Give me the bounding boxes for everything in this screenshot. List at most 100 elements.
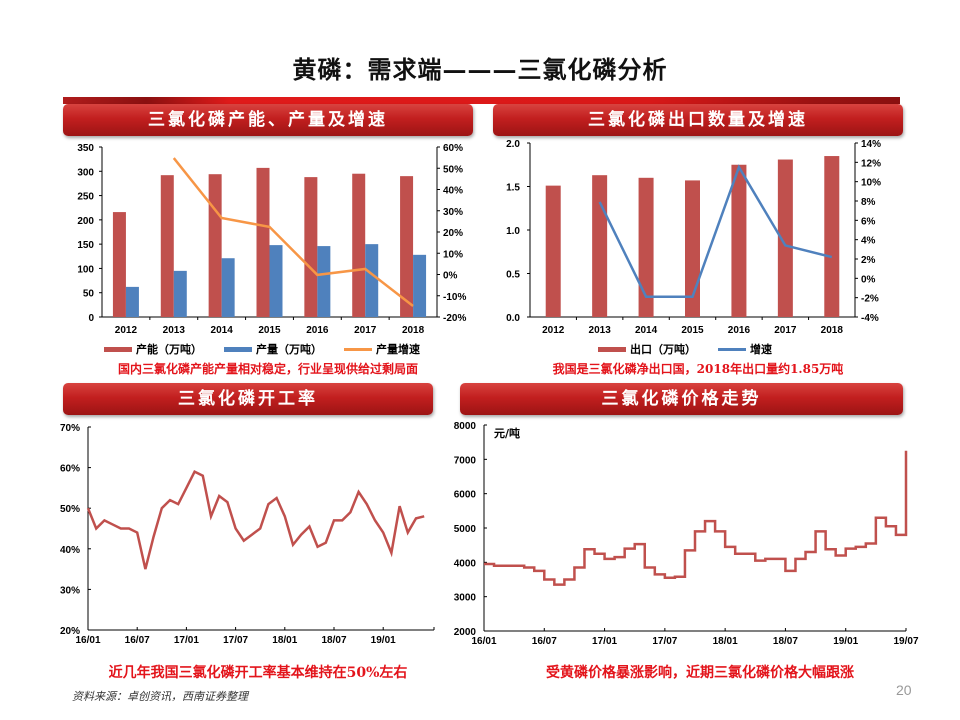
svg-text:16/01: 16/01 [471,636,496,647]
svg-text:10%: 10% [861,178,881,189]
svg-text:2018: 2018 [821,325,844,336]
legend-growth: 产量增速 [344,341,420,357]
banner-price: 三氯化磷价格走势 [460,383,903,415]
legend-label: 出口（万吨） [630,343,696,356]
svg-text:2014: 2014 [211,325,234,336]
operating-rate-caption: 近几年我国三氯化磷开工率基本维持在50%左右 [108,665,408,681]
svg-text:18/07: 18/07 [773,636,798,647]
svg-text:14%: 14% [861,139,881,150]
svg-text:200: 200 [77,216,94,227]
legend-export-growth: 增速 [718,341,772,357]
svg-text:5000: 5000 [454,524,477,535]
svg-text:50%: 50% [443,164,463,175]
svg-text:20%: 20% [60,626,80,637]
page-title: 黄磷：需求端———三氯化磷分析 [292,55,668,84]
svg-text:300: 300 [77,167,94,178]
banner-export: 三氯化磷出口数量及增速 [493,104,903,136]
svg-text:18/01: 18/01 [272,635,297,646]
legend-label: 产能（万吨） [136,343,202,356]
svg-text:16/07: 16/07 [532,636,557,647]
capacity-output-chart: 0 50 100 150 200 250 300 350 -20% -10% 0% 10% 20% 30%… [77,143,466,336]
svg-text:17/01: 17/01 [174,635,199,646]
svg-text:0.0: 0.0 [506,313,520,324]
svg-text:2013: 2013 [163,325,186,336]
export-chart-legend: 出口（万吨） 增速 [598,341,772,357]
svg-text:-2%: -2% [861,294,879,305]
svg-text:60%: 60% [60,464,80,475]
svg-text:16/01: 16/01 [75,635,100,646]
svg-text:50: 50 [83,289,95,300]
svg-text:0%: 0% [443,271,458,282]
svg-text:12%: 12% [861,158,881,169]
svg-text:2015: 2015 [258,325,281,336]
svg-text:2.0: 2.0 [506,139,520,150]
svg-text:8%: 8% [861,197,876,208]
svg-text:-10%: -10% [443,292,466,303]
legend-output: 产量（万吨） [224,341,322,357]
legend-label: 增速 [750,343,772,356]
svg-text:2016: 2016 [728,325,751,336]
svg-text:50%: 50% [60,504,80,515]
svg-text:16/07: 16/07 [125,635,150,646]
svg-text:2017: 2017 [354,325,377,336]
svg-text:0%: 0% [861,274,876,285]
banner-capacity: 三氯化磷产能、产量及增速 [63,104,473,136]
svg-text:2012: 2012 [542,325,565,336]
svg-text:3000: 3000 [454,593,477,604]
legend-swatch-blue [224,346,252,352]
legend-capacity: 产能（万吨） [104,341,202,357]
svg-text:18/01: 18/01 [713,636,738,647]
svg-text:6000: 6000 [454,490,477,501]
svg-text:2018: 2018 [402,325,425,336]
svg-text:19/01: 19/01 [833,636,858,647]
svg-text:20%: 20% [443,228,463,239]
svg-text:4000: 4000 [454,558,477,569]
svg-text:40%: 40% [443,186,463,197]
export-caption: 我国是三氯化磷净出口国，2018年出口量约1.85万吨 [552,362,844,376]
svg-text:-4%: -4% [861,313,879,324]
svg-text:-20%: -20% [443,313,466,324]
legend-export: 出口（万吨） [598,341,696,357]
svg-text:2016: 2016 [306,325,329,336]
capacity-chart-legend: 产能（万吨） 产量（万吨） 产量增速 [104,341,420,357]
svg-text:17/07: 17/07 [652,636,677,647]
legend-swatch-red [104,346,132,352]
legend-swatch-blue [718,347,746,351]
source-note: 资料来源：卓创资讯，西南证券整理 [72,690,248,703]
svg-text:100: 100 [77,264,94,275]
svg-text:17/07: 17/07 [223,635,248,646]
legend-label: 产量增速 [376,343,420,356]
svg-text:1.0: 1.0 [506,226,520,237]
svg-text:10%: 10% [443,249,463,260]
svg-text:2000: 2000 [454,627,477,638]
svg-text:0.5: 0.5 [506,270,520,281]
svg-text:30%: 30% [443,207,463,218]
svg-text:8000: 8000 [454,421,477,432]
header-stripe [63,97,900,104]
svg-text:150: 150 [77,240,94,251]
price-caption: 受黄磷价格暴涨影响，近期三氯化磷价格大幅跟涨 [546,665,854,681]
legend-swatch-orange [344,347,372,351]
svg-text:30%: 30% [60,585,80,596]
price-unit-label: 元/吨 [494,426,520,440]
svg-text:2%: 2% [861,255,876,266]
svg-text:2013: 2013 [589,325,612,336]
svg-text:2017: 2017 [774,325,797,336]
page-number: 20 [896,682,912,698]
svg-text:17/01: 17/01 [592,636,617,647]
svg-text:2012: 2012 [115,325,138,336]
svg-text:2014: 2014 [635,325,658,336]
svg-text:7000: 7000 [454,455,477,466]
legend-label: 产量（万吨） [256,343,322,356]
svg-text:40%: 40% [60,545,80,556]
svg-text:70%: 70% [60,423,80,434]
svg-text:18/07: 18/07 [321,635,346,646]
svg-text:1.5: 1.5 [506,183,520,194]
svg-text:60%: 60% [443,143,463,154]
svg-text:0: 0 [88,313,94,324]
svg-text:19/07: 19/07 [893,636,918,647]
svg-text:350: 350 [77,143,94,154]
svg-text:4%: 4% [861,236,876,247]
capacity-caption: 国内三氯化磷产能产量相对稳定，行业呈现供给过剩局面 [117,362,418,376]
svg-text:6%: 6% [861,216,876,227]
